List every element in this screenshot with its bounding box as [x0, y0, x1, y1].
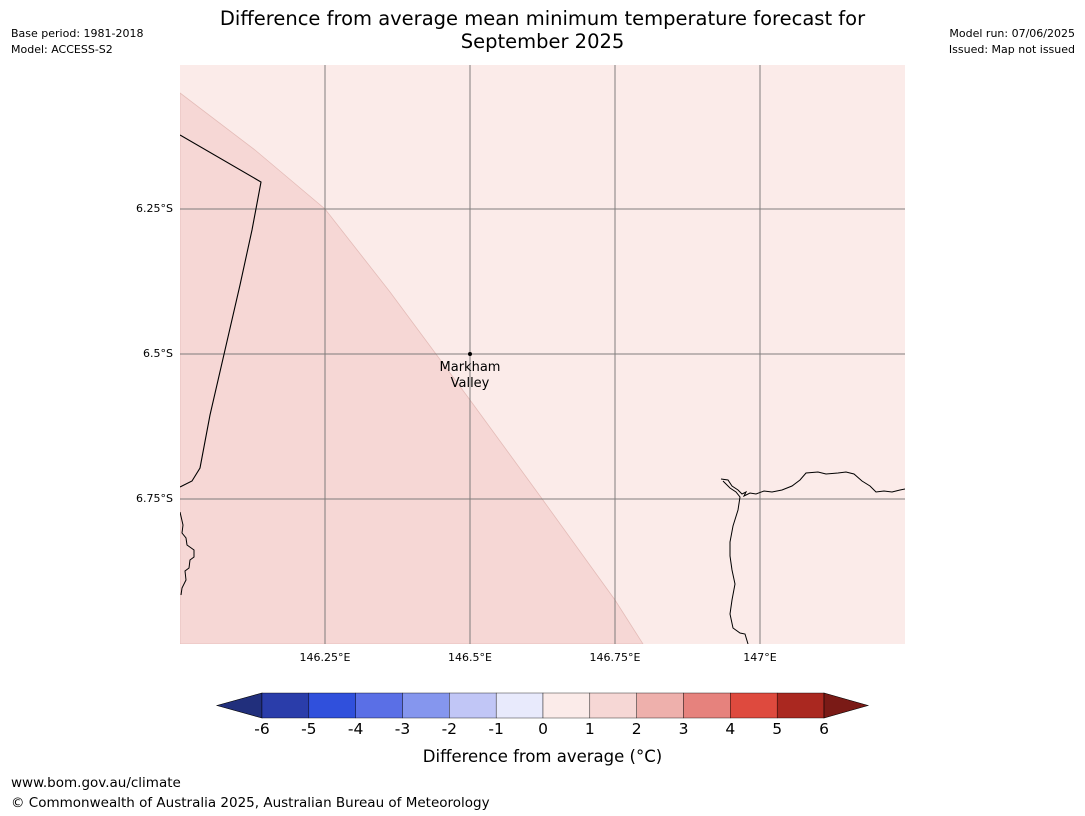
colorbar-swatch-7	[589, 692, 637, 719]
issued-text: Issued: Map not issued	[948, 43, 1075, 56]
map-title: Difference from average mean minimum tem…	[0, 7, 1085, 53]
footer-copyright: © Commonwealth of Australia 2025, Austra…	[11, 795, 490, 811]
base-period-text: Base period: 1981-2018	[11, 27, 144, 40]
coastline-huon-gulf	[720, 471, 905, 498]
colorbar-tick-label: 1	[584, 720, 595, 738]
colorbar-swatch-0	[261, 692, 310, 719]
colorbar-tick-label: 4	[725, 720, 736, 738]
colorbar-swatch-9	[683, 692, 731, 719]
colorbar-tick-label: -3	[394, 720, 411, 738]
colorbar-swatch-2	[355, 692, 403, 719]
colorbar-swatch-5	[495, 692, 544, 719]
colorbar-tick-label: 2	[631, 720, 642, 738]
lat-label-6.5: 6.5°S	[143, 347, 173, 360]
colorbar-tick-label: -2	[441, 720, 458, 738]
title-line-1: Difference from average mean minimum tem…	[219, 7, 866, 30]
location-marker	[468, 352, 472, 356]
admin-boundary	[180, 134, 262, 488]
colorbar-tick-label: -5	[301, 720, 317, 738]
colorbar-tick-label: -1	[488, 720, 504, 738]
place-label: Markham Valley	[420, 360, 520, 392]
model-run-text: Model run: 07/06/2025	[949, 27, 1075, 40]
lon-label-146.25: 146.25°E	[299, 651, 351, 664]
colorbar-tick-label: 6	[819, 720, 829, 738]
meta-left: Base period: 1981-2018 Model: ACCESS-S2	[11, 26, 143, 58]
forecast-region-1-to-2	[180, 92, 644, 644]
colorbar-tick-label: 5	[772, 720, 783, 738]
colorbar-tick-label: 3	[678, 720, 689, 738]
place-label-line-2: Valley	[450, 376, 490, 391]
colorbar-swatch-4	[449, 692, 497, 719]
colorbar-swatch-3	[402, 692, 450, 719]
colorbar-swatch-8	[636, 692, 684, 719]
lon-label-147: 147°E	[743, 651, 777, 664]
colorbar-tick-label: -4	[347, 720, 364, 738]
coastline-west	[180, 511, 195, 596]
colorbar-under-arrow	[215, 692, 263, 719]
meta-right: Model run: 07/06/2025 Issued: Map not is…	[949, 26, 1075, 58]
colorbar-label: Difference from average (°C)	[0, 747, 1085, 766]
colorbar-tick-label: -6	[254, 720, 270, 738]
title-line-2: September 2025	[460, 30, 625, 53]
colorbar-over-arrow	[823, 692, 870, 719]
colorbar-swatch-11	[776, 692, 825, 719]
colorbar-label-prefix: Difference from average (	[422, 747, 636, 766]
coastline-river	[722, 480, 749, 644]
lon-label-146.5: 146.5°E	[448, 651, 492, 664]
colorbar-label-unit: °C)	[635, 747, 663, 766]
lat-label-6.25: 6.25°S	[136, 202, 173, 215]
model-text: Model: ACCESS-S2	[11, 43, 113, 56]
colorbar-swatch-6	[542, 692, 591, 719]
lat-label-6.75: 6.75°S	[136, 492, 173, 505]
colorbar-swatch-10	[730, 692, 778, 719]
lon-label-146.75: 146.75°E	[589, 651, 641, 664]
colorbar-tick-label: 0	[538, 720, 548, 738]
footer-url: www.bom.gov.au/climate	[11, 775, 181, 791]
place-label-line-1: Markham	[439, 360, 501, 375]
colorbar-swatch-1	[308, 692, 356, 719]
